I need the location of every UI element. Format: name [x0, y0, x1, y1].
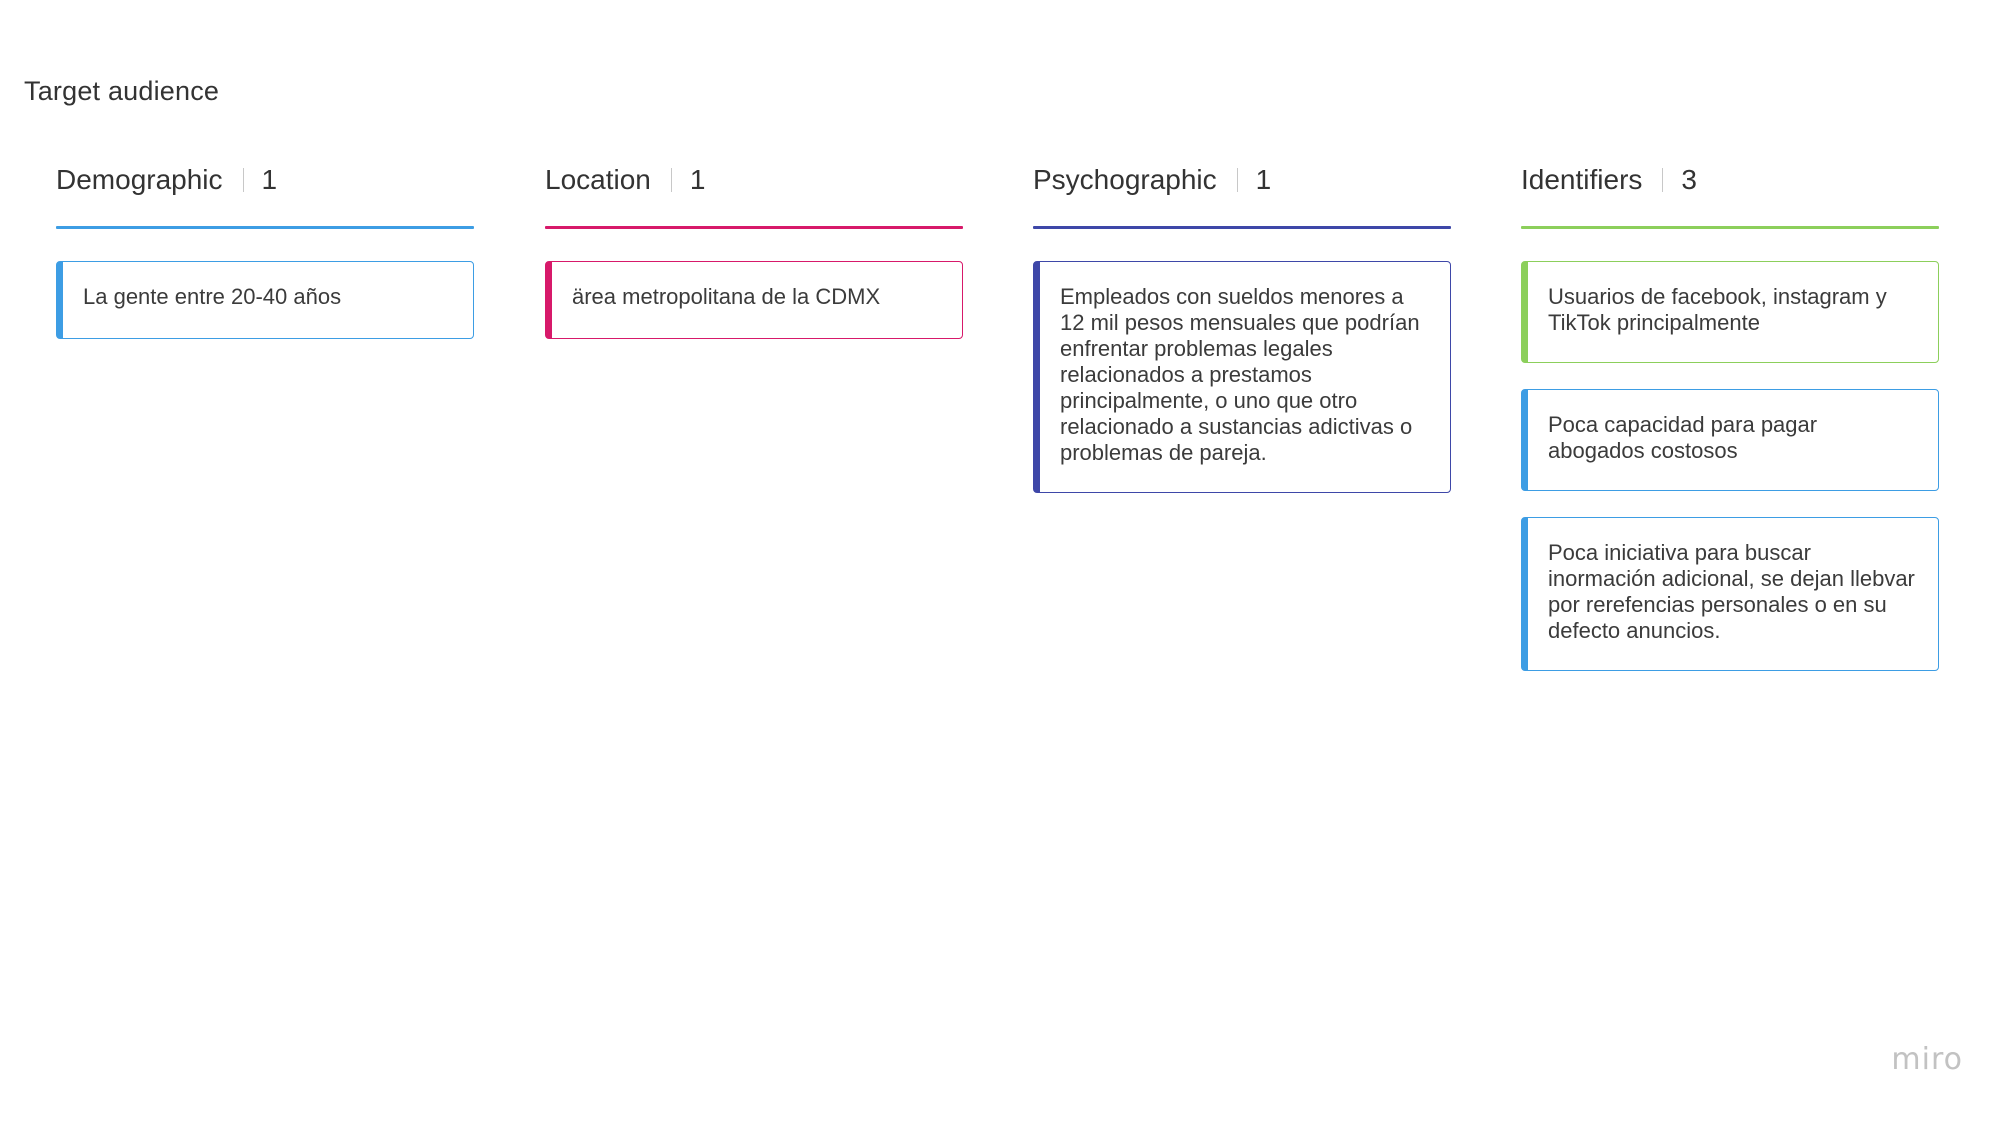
miro-logo: miro [1891, 1042, 1963, 1077]
column-title: Demographic [56, 164, 223, 195]
sticky-card[interactable]: Usuarios de facebook, instagram y TikTok… [1521, 261, 1939, 363]
column-rule [545, 226, 963, 229]
card-text: Empleados con sueldos menores a 12 mil p… [1060, 284, 1420, 465]
column-rule [1033, 226, 1451, 229]
column-psychographic: Psychographic 1 Empleados con sueldos me… [1033, 160, 1451, 493]
card-text: Poca iniciativa para buscar inormación a… [1548, 540, 1915, 643]
column-header[interactable]: Demographic 1 [56, 160, 474, 200]
header-divider [242, 168, 244, 192]
card-text: La gente entre 20-40 años [83, 284, 342, 309]
card-count: 1 [689, 164, 706, 195]
sticky-card[interactable]: Poca capacidad para pagar abogados costo… [1521, 389, 1939, 491]
card-list: ärea metropolitana de la CDMX [545, 261, 963, 339]
header-divider [1662, 168, 1664, 192]
column-header[interactable]: Location 1 [545, 160, 963, 200]
card-count: 1 [261, 164, 278, 195]
card-list: La gente entre 20-40 años [56, 261, 474, 339]
card-count: 1 [1255, 164, 1272, 195]
sticky-card[interactable]: Poca iniciativa para buscar inormación a… [1521, 517, 1939, 671]
column-title: Psychographic [1033, 164, 1217, 195]
card-list: Empleados con sueldos menores a 12 mil p… [1033, 261, 1451, 493]
column-title: Location [545, 164, 651, 195]
column-demographic: Demographic 1 La gente entre 20-40 años [56, 160, 474, 339]
column-title: Identifiers [1521, 164, 1643, 195]
column-header[interactable]: Psychographic 1 [1033, 160, 1451, 200]
frame-title[interactable]: Target audience [24, 76, 220, 106]
column-header[interactable]: Identifiers 3 [1521, 160, 1939, 200]
header-divider [670, 168, 672, 192]
card-text: Usuarios de facebook, instagram y TikTok… [1548, 284, 1887, 335]
column-identifiers: Identifiers 3 Usuarios de facebook, inst… [1521, 160, 1939, 671]
card-count: 3 [1681, 164, 1697, 195]
column-rule [1521, 226, 1939, 229]
sticky-card[interactable]: La gente entre 20-40 años [56, 261, 474, 339]
header-divider [1236, 168, 1238, 192]
column-rule [56, 226, 474, 229]
card-text: ärea metropolitana de la CDMX [572, 284, 881, 309]
card-list: Usuarios de facebook, instagram y TikTok… [1521, 261, 1939, 671]
card-text: Poca capacidad para pagar abogados costo… [1548, 412, 1818, 463]
sticky-card[interactable]: Empleados con sueldos menores a 12 mil p… [1033, 261, 1451, 493]
column-location: Location 1 ärea metropolitana de la CDMX [545, 160, 963, 339]
sticky-card[interactable]: ärea metropolitana de la CDMX [545, 261, 963, 339]
